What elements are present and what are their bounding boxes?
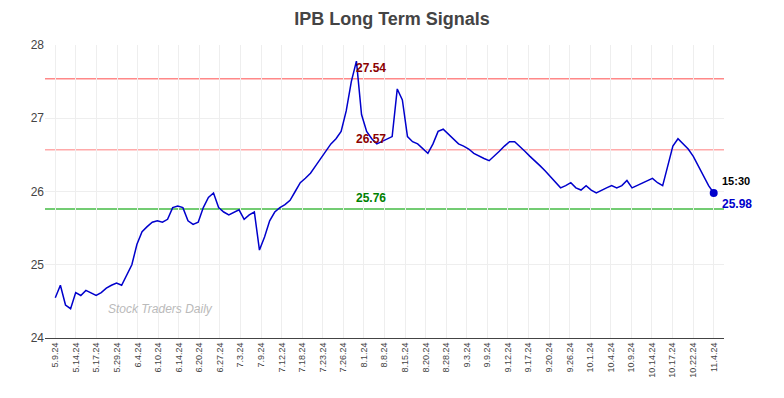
svg-text:8.28.24: 8.28.24 <box>441 343 451 373</box>
svg-text:28: 28 <box>31 38 45 52</box>
svg-text:26: 26 <box>31 185 45 199</box>
svg-text:7.26.24: 7.26.24 <box>338 343 348 373</box>
svg-text:8.20.24: 8.20.24 <box>421 343 431 373</box>
svg-text:25.98: 25.98 <box>722 197 752 211</box>
svg-text:10.9.24: 10.9.24 <box>626 343 636 373</box>
svg-text:6.14.24: 6.14.24 <box>174 343 184 373</box>
svg-text:6.4.24: 6.4.24 <box>133 343 143 368</box>
svg-text:Stock Traders Daily: Stock Traders Daily <box>108 302 213 316</box>
svg-text:7.9.24: 7.9.24 <box>256 343 266 368</box>
svg-text:15:30: 15:30 <box>722 175 750 187</box>
svg-text:8.15.24: 8.15.24 <box>400 343 410 373</box>
svg-text:8.1.24: 8.1.24 <box>359 343 369 368</box>
svg-text:5.14.24: 5.14.24 <box>71 343 81 373</box>
svg-text:6.10.24: 6.10.24 <box>153 343 163 373</box>
svg-text:5.17.24: 5.17.24 <box>91 343 101 373</box>
svg-text:9.12.24: 9.12.24 <box>503 343 513 373</box>
svg-text:6.20.24: 6.20.24 <box>194 343 204 373</box>
svg-text:27: 27 <box>31 111 45 125</box>
svg-text:7.3.24: 7.3.24 <box>235 343 245 368</box>
svg-text:25.76: 25.76 <box>356 191 386 205</box>
svg-text:6.27.24: 6.27.24 <box>215 343 225 373</box>
svg-text:10.1.24: 10.1.24 <box>585 343 595 373</box>
svg-text:11.4.24: 11.4.24 <box>709 343 719 372</box>
svg-text:9.3.24: 9.3.24 <box>462 343 472 368</box>
svg-text:24: 24 <box>31 331 45 345</box>
svg-text:10.4.24: 10.4.24 <box>606 343 616 373</box>
svg-text:9.17.24: 9.17.24 <box>523 343 533 373</box>
svg-text:8.8.24: 8.8.24 <box>379 343 389 368</box>
svg-text:IPB Long Term Signals: IPB Long Term Signals <box>294 9 490 29</box>
svg-text:7.18.24: 7.18.24 <box>297 343 307 373</box>
svg-text:10.17.24: 10.17.24 <box>667 343 677 378</box>
svg-text:5.29.24: 5.29.24 <box>112 343 122 373</box>
svg-text:10.14.24: 10.14.24 <box>647 343 657 378</box>
svg-text:26.57: 26.57 <box>356 132 386 146</box>
svg-text:25: 25 <box>31 258 45 272</box>
svg-text:9.26.24: 9.26.24 <box>565 343 575 373</box>
svg-text:7.12.24: 7.12.24 <box>277 343 287 373</box>
svg-text:7.23.24: 7.23.24 <box>318 343 328 373</box>
svg-text:5.9.24: 5.9.24 <box>50 343 60 368</box>
svg-text:9.9.24: 9.9.24 <box>482 343 492 368</box>
svg-text:27.54: 27.54 <box>356 61 386 75</box>
svg-text:9.20.24: 9.20.24 <box>544 343 554 373</box>
svg-text:10.22.24: 10.22.24 <box>688 343 698 378</box>
